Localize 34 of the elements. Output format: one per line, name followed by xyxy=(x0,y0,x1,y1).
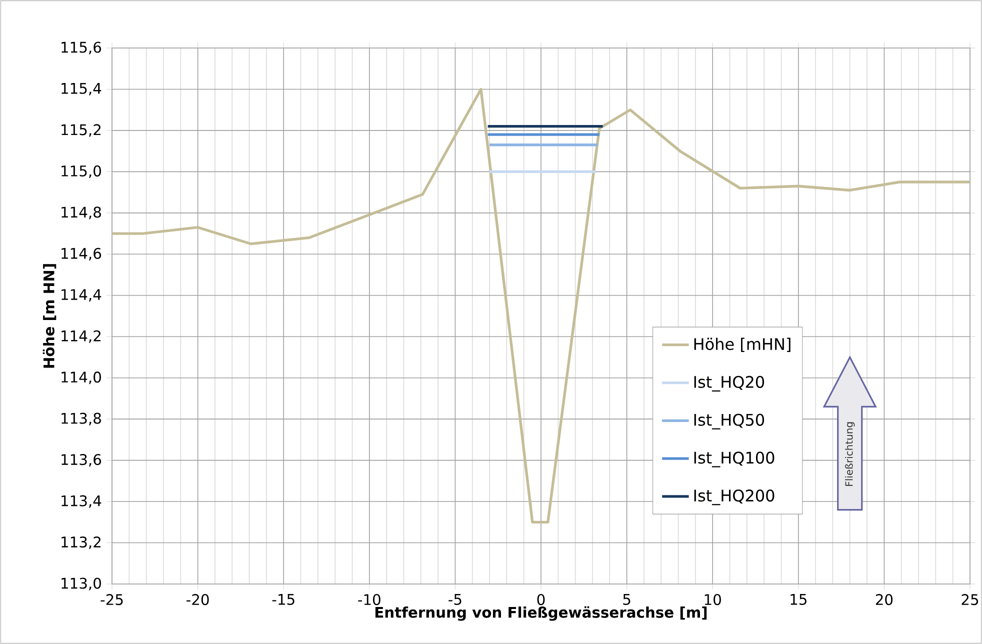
x-tick-label: 0 xyxy=(537,594,545,606)
y-tick-label: 115,0 xyxy=(62,165,101,178)
y-tick-label: 114,0 xyxy=(62,372,101,384)
y-tick-label: 115,4 xyxy=(62,83,102,96)
y-tick-label: 113,6 xyxy=(62,454,102,467)
legend-label: Ist_HQ100 xyxy=(694,452,774,468)
legend-label: Höhe [mHN] xyxy=(694,338,790,352)
legend-label: Ist_HQ200 xyxy=(694,490,774,506)
y-tick-label: 113,4 xyxy=(62,495,102,508)
x-tick-label: -15 xyxy=(272,594,294,605)
y-tick-label: 114,2 xyxy=(62,330,100,343)
legend-label: Ist_HQ20 xyxy=(694,376,764,392)
x-tick-label: -10 xyxy=(358,594,380,606)
annotation: Fließrichtung xyxy=(845,422,855,486)
y-axis-title: Höhe [m HN] xyxy=(42,264,56,368)
x-tick-label: 10 xyxy=(704,594,721,606)
y-tick-label: 113,0 xyxy=(62,578,101,590)
x-tick-label: 25 xyxy=(962,594,978,606)
x-axis-title: Entfernung von Fließgewässerachse [m] xyxy=(375,606,707,621)
line-series xyxy=(112,88,970,524)
y-tick-label: 114,8 xyxy=(62,206,101,220)
y-tick-label: 115,2 xyxy=(62,124,100,137)
y-tick-label: 114,4 xyxy=(62,289,102,302)
x-tick-label: -20 xyxy=(186,594,209,606)
legend-label: Ist_HQ50 xyxy=(694,414,764,430)
x-tick-label: 5 xyxy=(623,594,630,605)
y-tick-label: 114,6 xyxy=(62,248,102,260)
y-tick-label: 113,2 xyxy=(62,536,100,550)
x-tick-label: 15 xyxy=(790,594,806,605)
x-tick-label: 20 xyxy=(876,594,893,606)
y-tick-label: 113,8 xyxy=(62,412,101,426)
y-tick-label: 115,6 xyxy=(62,42,102,54)
x-tick-label: -5 xyxy=(448,594,462,605)
x-tick-label: -25 xyxy=(100,594,123,606)
